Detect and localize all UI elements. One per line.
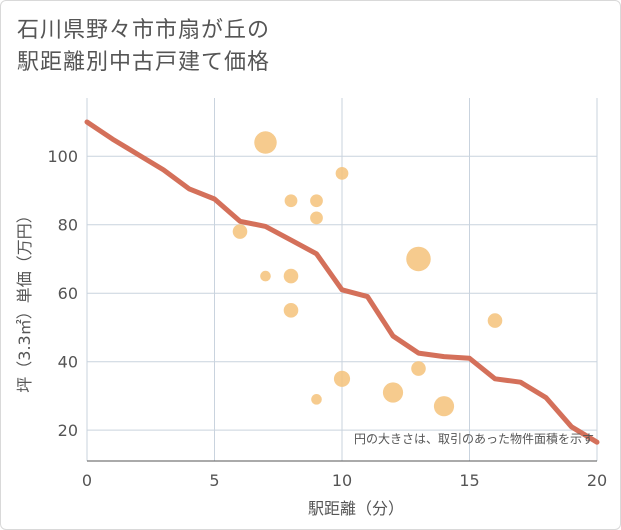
- bubble-12: [406, 246, 431, 272]
- y-tick-label-2: 60: [58, 284, 78, 303]
- y-tick-label-4: 100: [47, 147, 78, 166]
- x-tick-labels: 0 5 10 15 20: [82, 471, 607, 490]
- x-axis-title: 駅距離（分）: [308, 499, 404, 518]
- y-tick-label-1: 40: [58, 353, 78, 372]
- x-tick-label-4: 20: [587, 471, 607, 490]
- bubble-8: [311, 394, 322, 405]
- chart-title-line2: 駅距離別中古戸建て価格: [17, 50, 271, 75]
- bubble-10: [333, 370, 351, 387]
- chart-title: 石川県野々市市扇が丘の 駅距離別中古戸建て価格: [17, 15, 577, 79]
- y-tick-label-0: 20: [58, 421, 78, 440]
- bubble-15: [487, 313, 503, 328]
- bubble-14: [433, 396, 455, 417]
- y-tick-label-3: 80: [58, 216, 78, 235]
- x-tick-label-0: 0: [82, 471, 92, 490]
- x-tick-label-1: 5: [209, 471, 219, 490]
- chart-title-line1: 石川県野々市市扇が丘の: [17, 18, 271, 43]
- size-legend-note: 円の大きさは、取引のあった物件面積を示す: [354, 431, 594, 446]
- y-tick-labels: 20 40 60 80 100: [47, 147, 78, 440]
- bubble-7: [310, 211, 323, 225]
- bubble-layer: [232, 131, 503, 417]
- bubble-2: [260, 270, 271, 282]
- bubble-3: [284, 194, 298, 208]
- bubble-0: [232, 224, 248, 239]
- trend-line: [84, 119, 600, 445]
- grid-lines: [86, 98, 598, 461]
- y-axis-title: 坪（3.3㎡）単価（万円）: [15, 207, 34, 392]
- bubble-11: [382, 382, 404, 403]
- bubble-1: [254, 131, 277, 154]
- bubble-6: [310, 194, 323, 208]
- x-tick-label-3: 15: [459, 471, 479, 490]
- bubble-13: [411, 361, 426, 376]
- bubble-5: [283, 303, 299, 318]
- bubble-4: [283, 268, 299, 284]
- x-tick-label-2: 10: [332, 471, 352, 490]
- bubble-9: [335, 166, 349, 180]
